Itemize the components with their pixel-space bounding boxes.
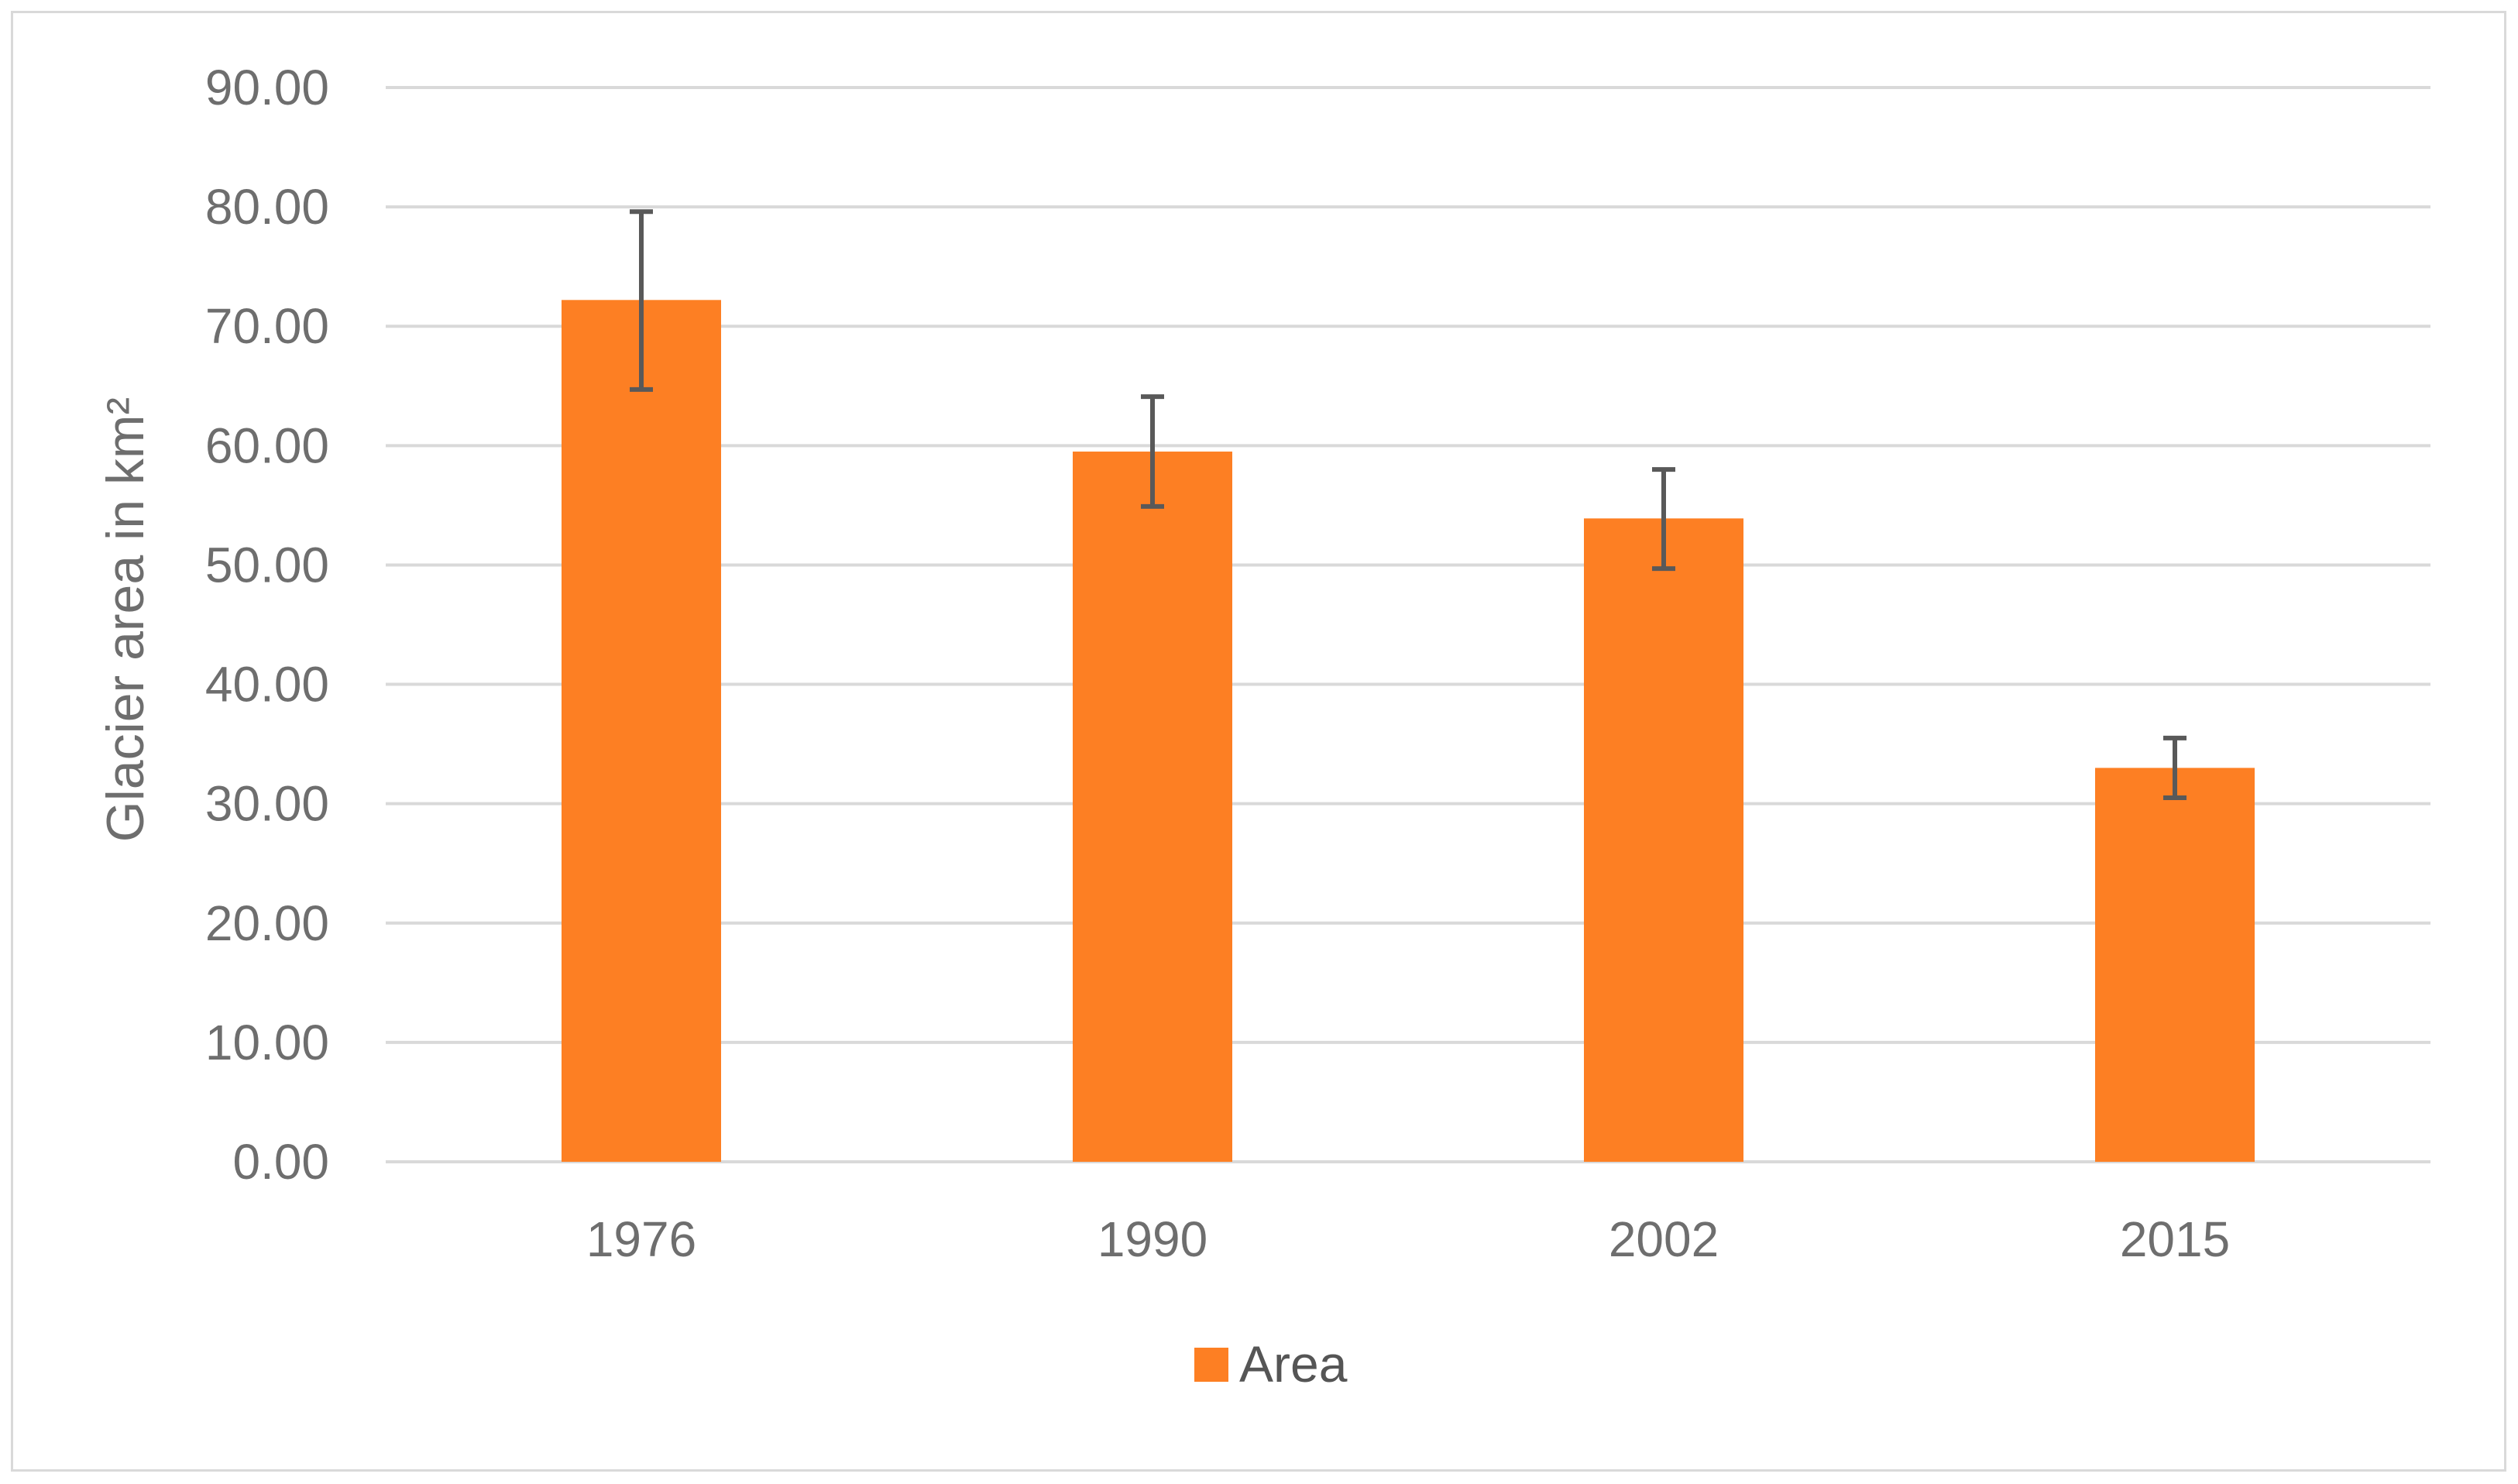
chart-frame — [11, 11, 2506, 1472]
y-tick-label: 90.00 — [205, 60, 329, 115]
y-tick-label: 30.00 — [205, 776, 329, 832]
bars — [562, 300, 2255, 1163]
bar-1990 — [1073, 452, 1232, 1162]
y-tick-label: 40.00 — [205, 657, 329, 713]
y-tick-label: 80.00 — [205, 179, 329, 235]
legend-swatch-area — [1194, 1348, 1228, 1382]
y-tick-label: 70.00 — [205, 298, 329, 354]
x-tick-label-1976: 1976 — [586, 1211, 696, 1267]
error-bar-2002 — [1652, 467, 1675, 572]
x-tick-label-1990: 1990 — [1098, 1211, 1207, 1267]
error-bar-1976 — [630, 209, 653, 392]
x-tick-label-2015: 2015 — [2120, 1211, 2230, 1267]
error-bars — [630, 209, 2187, 800]
y-axis-ticks: 0.00 10.00 20.00 30.00 40.00 50.00 60.00 70.00 8… — [205, 60, 329, 1190]
gridlines — [386, 86, 2430, 1163]
error-bar-1990 — [1141, 394, 1164, 509]
y-tick-label: 20.00 — [205, 895, 329, 951]
bar-1976 — [562, 300, 721, 1163]
x-tick-label-2002: 2002 — [1609, 1211, 1719, 1267]
y-tick-label: 50.00 — [205, 537, 329, 593]
error-bar-2015 — [2163, 735, 2187, 800]
legend: Area — [1194, 1335, 1348, 1393]
y-tick-label: 0.00 — [232, 1134, 329, 1190]
bar-2015 — [2095, 768, 2255, 1162]
bar-2002 — [1584, 518, 1743, 1162]
x-axis-ticks: 1976 1990 2002 2015 — [586, 1211, 2230, 1267]
legend-label-area: Area — [1239, 1335, 1348, 1393]
y-axis-title: Glacier area in km² — [96, 397, 155, 842]
y-tick-label: 60.00 — [205, 417, 329, 473]
y-tick-label: 10.00 — [205, 1015, 329, 1070]
